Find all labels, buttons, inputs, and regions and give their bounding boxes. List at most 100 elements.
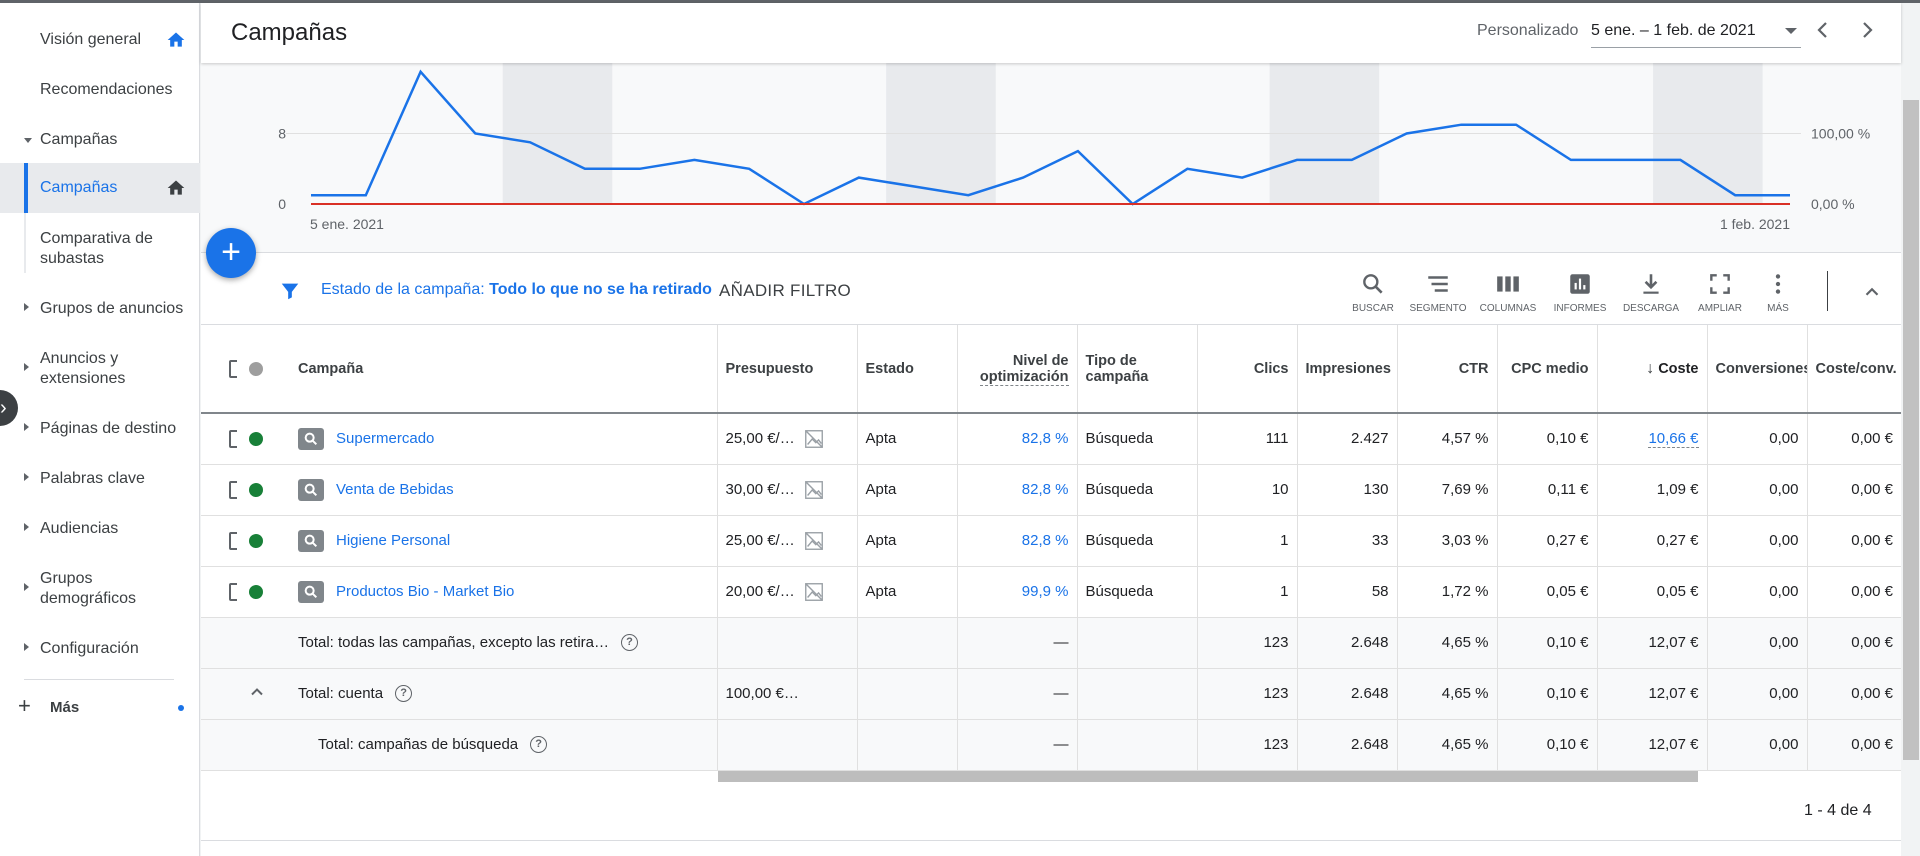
date-range-select[interactable]: 5 ene. – 1 feb. de 2021 — [1591, 22, 1756, 39]
chevron-right-icon — [1863, 22, 1873, 38]
add-campaign-button[interactable]: + — [206, 228, 256, 278]
status-dot[interactable] — [249, 585, 263, 600]
optimization-score[interactable]: 99,9 % — [1021, 583, 1069, 600]
header-impressions[interactable]: Impresiones — [1297, 325, 1398, 414]
row-select-cell — [201, 413, 237, 465]
cost-value[interactable]: 10,66 € — [1648, 430, 1699, 449]
x-tick-label-start: 5 ene. 2021 — [310, 216, 384, 232]
sidebar-item-keywords[interactable]: Palabras clave — [0, 467, 200, 497]
impressions-cell: 58 — [1297, 566, 1398, 618]
budget-cell[interactable]: 30,00 €/… — [717, 464, 858, 516]
status-dot[interactable] — [249, 534, 263, 549]
table-row: Venta de Bebidas 30,00 €/… Apta 82,8 % B… — [201, 464, 1901, 516]
optimization-cell[interactable]: 82,8 % — [957, 464, 1078, 516]
optimization-score[interactable]: 82,8 % — [1021, 532, 1069, 549]
next-period-button[interactable] — [1857, 18, 1877, 48]
header-status[interactable]: Estado — [857, 325, 958, 414]
sidebar-item-ads-extensions[interactable]: Anuncios y extensiones — [0, 347, 200, 391]
help-icon[interactable]: ? — [395, 685, 413, 703]
segment-button[interactable]: SEGMENTO — [1403, 271, 1473, 314]
vertical-scrollbar-thumb[interactable] — [1903, 100, 1919, 760]
header-budget[interactable]: Presupuesto — [717, 325, 858, 414]
header-avg-cpc[interactable]: CPC medio — [1497, 325, 1598, 414]
status-cell: Apta — [857, 566, 958, 618]
download-button[interactable]: DESCARGA — [1616, 271, 1686, 314]
expand-panel-button[interactable]: › — [0, 390, 18, 426]
sidebar-item-audiences[interactable]: Audiencias — [0, 517, 200, 547]
clicks-cell: 1 — [1197, 566, 1298, 618]
home-icon — [167, 180, 185, 195]
sidebar-item-label: Páginas de destino — [40, 420, 177, 437]
status-header-dot[interactable] — [249, 361, 263, 376]
dropdown-arrow-icon[interactable] — [1785, 28, 1797, 34]
budget-cell[interactable]: 25,00 €/… — [717, 413, 858, 465]
sidebar-item-settings[interactable]: Configuración — [0, 637, 200, 667]
reports-button[interactable]: INFORMES — [1545, 271, 1615, 314]
budget-cell[interactable]: 20,00 €/… — [717, 566, 858, 618]
header-cost-conv[interactable]: Coste/conv. — [1807, 325, 1901, 414]
search-label: BUSCAR — [1352, 303, 1394, 314]
campaign-link[interactable]: Productos Bio - Market Bio — [336, 582, 515, 600]
horizontal-scrollbar[interactable] — [718, 771, 1698, 782]
optimization-cell[interactable]: 99,9 % — [957, 566, 1078, 618]
filter-icon[interactable] — [279, 280, 301, 302]
help-icon[interactable]: ? — [621, 634, 638, 652]
header-optimization[interactable]: Nivel de optimización — [957, 325, 1078, 414]
sidebar-item-auction-insights[interactable]: Comparativa de subastas — [0, 227, 200, 271]
header-conversions[interactable]: Conversiones — [1707, 325, 1808, 414]
budget-value: 25,00 €/… — [725, 531, 795, 549]
sidebar-item-campaigns[interactable]: Campañas — [0, 163, 200, 213]
campaign-link[interactable]: Supermercado — [336, 429, 435, 447]
search-button[interactable]: BUSCAR — [1338, 271, 1408, 314]
optimization-cell[interactable]: 82,8 % — [957, 413, 1078, 465]
previous-period-button[interactable] — [1813, 18, 1833, 48]
header-campaign[interactable]: Campaña — [282, 325, 718, 414]
row-checkbox[interactable] — [229, 582, 237, 601]
select-all-checkbox[interactable] — [229, 359, 237, 378]
status-dot[interactable] — [249, 483, 263, 498]
no-image-icon — [804, 429, 823, 448]
columns-button[interactable]: COLUMNAS — [1473, 271, 1543, 314]
chevron-right-icon — [24, 363, 29, 371]
sidebar-item-more[interactable]: + Más — [0, 693, 200, 725]
more-button[interactable]: MÁS — [1753, 271, 1803, 314]
impressions-cell: 2.427 — [1297, 413, 1398, 465]
header-ctr[interactable]: CTR — [1397, 325, 1498, 414]
sidebar-item-recommendations[interactable]: Recomendaciones — [0, 75, 200, 105]
header-cost[interactable]: ↓ Coste — [1597, 325, 1708, 414]
row-checkbox[interactable] — [229, 480, 237, 499]
status-dot-header — [237, 325, 282, 414]
avg-cpc-cell: 0,11 € — [1497, 464, 1598, 516]
sidebar-item-overview[interactable]: Visión general — [0, 25, 200, 55]
header-type[interactable]: Tipo de campaña — [1077, 325, 1198, 414]
sidebar-item-campaigns-group[interactable]: Campañas — [0, 125, 200, 155]
help-icon[interactable]: ? — [530, 736, 548, 754]
sidebar-divider — [24, 679, 174, 680]
status-dot[interactable] — [249, 432, 263, 447]
optimization-cell[interactable]: 82,8 % — [957, 515, 1078, 567]
sidebar-item-label: Campañas — [40, 179, 118, 196]
chevron-up-icon[interactable] — [247, 682, 267, 702]
header-impressions-label: Impresiones — [1305, 360, 1391, 377]
row-checkbox[interactable] — [229, 531, 237, 550]
row-select-cell — [201, 464, 237, 516]
row-checkbox[interactable] — [229, 429, 237, 448]
expand-label: AMPLIAR — [1698, 303, 1742, 314]
home-icon — [167, 32, 185, 47]
header-clicks[interactable]: Clics — [1197, 325, 1298, 414]
performance-chart: 0 8 0,00 % 100,00 % 5 ene. 2021 1 feb. 2021 — [201, 63, 1901, 253]
total-row-all-campaigns: Total: todas las campañas, excepto las r… — [201, 617, 1901, 669]
optimization-score[interactable]: 82,8 % — [1021, 430, 1069, 448]
campaign-link[interactable]: Venta de Bebidas — [336, 480, 454, 498]
budget-cell[interactable]: 25,00 €/… — [717, 515, 858, 567]
expand-button[interactable]: AMPLIAR — [1685, 271, 1755, 314]
collapse-button[interactable] — [1861, 281, 1883, 308]
bottom-divider — [201, 840, 1901, 841]
add-filter-button[interactable]: AÑADIR FILTRO — [719, 281, 852, 300]
sidebar-item-ad-groups[interactable]: Grupos de anuncios — [0, 297, 200, 327]
sidebar-item-landing-pages[interactable]: Páginas de destino — [0, 417, 200, 447]
optimization-score[interactable]: 82,8 % — [1021, 481, 1069, 498]
filter-chip[interactable]: Estado de la campaña: Todo lo que no se … — [321, 281, 712, 299]
sidebar-item-demographics[interactable]: Grupos demográficos — [0, 567, 200, 611]
campaign-link[interactable]: Higiene Personal — [336, 531, 451, 549]
